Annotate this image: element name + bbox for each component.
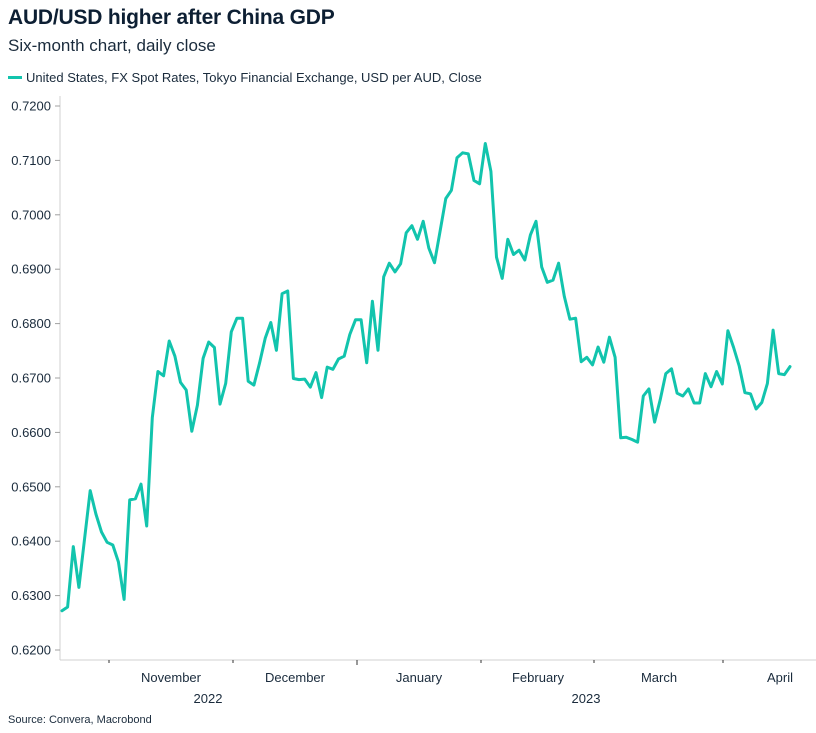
- y-tick-label: 0.7200: [11, 99, 51, 114]
- y-tick-label: 0.6300: [11, 588, 51, 603]
- y-tick-label: 0.6900: [11, 262, 51, 277]
- legend-swatch: [8, 76, 22, 79]
- y-tick-label: 0.6700: [11, 371, 51, 386]
- x-axis: November December January February March Apri…: [60, 659, 816, 706]
- y-tick-label: 0.6500: [11, 479, 51, 494]
- legend: United States, FX Spot Rates, Tokyo Fina…: [8, 70, 482, 85]
- chart-title: AUD/USD higher after China GDP: [8, 6, 335, 29]
- x-month-label: April: [767, 670, 793, 685]
- series-layer: [60, 142, 792, 613]
- y-axis: 0.6200 0.6300 0.6400 0.6500 0.6600 0.6700 0.68…: [11, 96, 61, 660]
- x-month-label: November: [141, 670, 202, 685]
- y-tick-label: 0.6800: [11, 316, 51, 331]
- y-tick-label: 0.7100: [11, 153, 51, 168]
- source-note: Source: Convera, Macrobond: [8, 714, 152, 726]
- y-tick-label: 0.7000: [11, 207, 51, 222]
- legend-label: United States, FX Spot Rates, Tokyo Fina…: [26, 70, 482, 85]
- x-year-label: 2022: [194, 691, 223, 706]
- y-tick-label: 0.6200: [11, 643, 51, 658]
- y-tick-label: 0.6400: [11, 534, 51, 549]
- y-tick-label: 0.6600: [11, 425, 51, 440]
- series-line: [60, 142, 792, 613]
- x-month-label: December: [265, 670, 326, 685]
- x-month-label: February: [512, 670, 565, 685]
- x-month-label: March: [641, 670, 677, 685]
- chart-subtitle: Six-month chart, daily close: [8, 36, 216, 55]
- x-month-label: January: [396, 670, 443, 685]
- x-year-label: 2023: [572, 691, 601, 706]
